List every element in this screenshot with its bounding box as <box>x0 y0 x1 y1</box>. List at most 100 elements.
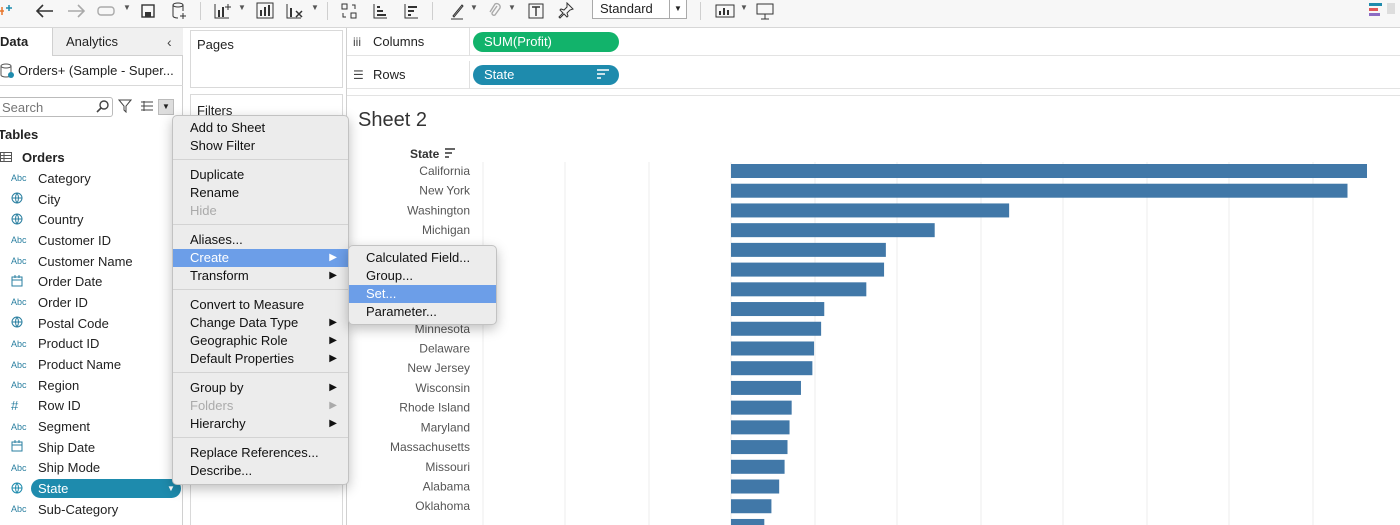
field-item-city[interactable]: City <box>0 189 183 210</box>
state-label[interactable]: Missouri <box>425 460 470 474</box>
clear-dropdown-icon[interactable]: ▼ <box>311 3 319 12</box>
back-arrow-icon[interactable] <box>35 0 55 22</box>
search-input[interactable] <box>0 97 113 117</box>
new-datasource-icon[interactable] <box>170 0 188 22</box>
show-cards-icon[interactable] <box>714 0 736 22</box>
menu-item-add-to-sheet[interactable]: Add to Sheet <box>173 119 348 137</box>
bar-mark[interactable] <box>731 282 867 297</box>
field-item-order-id[interactable]: Abc Order ID <box>0 292 183 313</box>
table-item-orders[interactable]: Orders <box>0 148 65 166</box>
list-view-icon[interactable] <box>140 100 154 112</box>
bar-mark[interactable] <box>731 400 792 415</box>
group-members-icon[interactable] <box>486 0 504 22</box>
state-label[interactable]: New Jersey <box>407 361 470 375</box>
menu-item-describe[interactable]: Describe... <box>173 462 348 480</box>
sort-icon[interactable] <box>445 148 455 158</box>
field-item-postal-code[interactable]: Postal Code <box>0 313 183 334</box>
field-item-order-date[interactable]: Order Date <box>0 271 183 292</box>
bar-mark[interactable] <box>731 420 790 435</box>
field-item-segment[interactable]: Abc Segment <box>0 416 183 437</box>
state-label[interactable]: Delaware <box>419 341 470 355</box>
submenu-item-parameter[interactable]: Parameter... <box>349 303 496 321</box>
sort-ascending-icon[interactable] <box>370 0 390 22</box>
save-icon[interactable] <box>140 0 156 22</box>
field-item-customer-id[interactable]: Abc Customer ID <box>0 230 183 251</box>
bar-mark[interactable] <box>731 499 772 514</box>
state-label[interactable]: Oklahoma <box>415 499 470 513</box>
bar-mark[interactable] <box>731 242 886 257</box>
menu-item-transform[interactable]: Transform ▶ <box>173 267 348 285</box>
state-label[interactable]: New York <box>419 184 471 198</box>
pin-icon[interactable] <box>557 0 575 22</box>
field-item-region[interactable]: Abc Region <box>0 375 183 396</box>
bar-mark[interactable] <box>731 302 825 317</box>
bar-mark[interactable] <box>731 203 1010 218</box>
menu-item-create[interactable]: Create ▶ <box>173 249 348 267</box>
menu-item-duplicate[interactable]: Duplicate <box>173 166 348 184</box>
highlight-pen-icon[interactable] <box>448 0 466 22</box>
submenu-item-group[interactable]: Group... <box>349 267 496 285</box>
bar-mark[interactable] <box>731 380 801 395</box>
menu-item-hierarchy[interactable]: Hierarchy ▶ <box>173 415 348 433</box>
field-dropdown-icon[interactable]: ▼ <box>167 484 175 494</box>
field-item-customer-name[interactable]: Abc Customer Name <box>0 251 183 272</box>
state-label[interactable]: Rhode Island <box>399 401 470 415</box>
selected-field-pill[interactable] <box>31 479 181 499</box>
field-item-product-name[interactable]: Abc Product Name <box>0 354 183 375</box>
field-item-country[interactable]: Country <box>0 209 183 230</box>
bar-mark[interactable] <box>731 164 1367 178</box>
bar-mark[interactable] <box>731 440 788 455</box>
bar-mark[interactable] <box>731 321 822 336</box>
state-label[interactable]: Maryland <box>421 420 470 434</box>
chevron-down-icon[interactable]: ▼ <box>669 0 686 18</box>
bar-mark[interactable] <box>731 361 813 376</box>
state-label[interactable]: Michigan <box>422 223 470 237</box>
field-item-row-id[interactable]: # Row ID <box>0 396 183 417</box>
menu-item-replace-references[interactable]: Replace References... <box>173 444 348 462</box>
sort-icon[interactable] <box>597 69 609 80</box>
state-label[interactable]: California <box>419 164 470 178</box>
pages-card[interactable]: Pages <box>190 30 343 88</box>
field-item-product-id[interactable]: Abc Product ID <box>0 334 183 355</box>
group-dropdown-icon[interactable]: ▼ <box>508 3 516 12</box>
datasource-item[interactable]: Orders+ (Sample - Super... <box>0 56 183 86</box>
menu-item-group-by[interactable]: Group by ▶ <box>173 379 348 397</box>
menu-item-show-filter[interactable]: Show Filter <box>173 137 348 155</box>
field-item-ship-date[interactable]: Ship Date <box>0 437 183 458</box>
show-cards-dropdown-icon[interactable]: ▼ <box>740 3 748 12</box>
menu-item-default-properties[interactable]: Default Properties ▶ <box>173 350 348 368</box>
field-item-sub-category[interactable]: Abc Sub-Category <box>0 499 183 520</box>
menu-item-geographic-role[interactable]: Geographic Role ▶ <box>173 332 348 350</box>
tab-data[interactable]: Data <box>0 28 53 56</box>
menu-item-change-data-type[interactable]: Change Data Type ▶ <box>173 314 348 332</box>
bar-mark[interactable] <box>731 341 815 356</box>
search-icon[interactable] <box>96 99 110 113</box>
state-label[interactable]: Minnesota <box>415 322 471 336</box>
tab-analytics[interactable]: Analytics <box>53 28 183 56</box>
tableau-logo-icon[interactable] <box>0 0 12 22</box>
forward-arrow-icon[interactable] <box>66 0 86 22</box>
bar-mark[interactable] <box>731 459 785 474</box>
bar-mark[interactable] <box>731 223 935 238</box>
show-me-button[interactable] <box>1368 0 1400 22</box>
submenu-item-calculated-field[interactable]: Calculated Field... <box>349 249 496 267</box>
bar-mark[interactable] <box>731 262 885 277</box>
duplicate-sheet-icon[interactable] <box>254 0 276 22</box>
state-label[interactable]: Alabama <box>423 480 471 494</box>
field-item-category[interactable]: Abc Category <box>0 168 183 189</box>
bar-mark[interactable] <box>731 518 765 525</box>
state-rows-pill[interactable]: State <box>473 65 619 85</box>
highlight-dropdown-icon[interactable]: ▼ <box>470 3 478 12</box>
bar-mark[interactable] <box>731 183 1348 198</box>
fit-select[interactable]: Standard ▼ <box>592 0 687 19</box>
view-dropdown-icon[interactable]: ▼ <box>158 99 174 115</box>
new-worksheet-icon[interactable] <box>212 0 234 22</box>
menu-item-rename[interactable]: Rename <box>173 184 348 202</box>
presentation-mode-icon[interactable] <box>755 0 775 22</box>
field-item-ship-mode[interactable]: Abc Ship Mode <box>0 458 183 479</box>
redo-dropdown-icon[interactable]: ▼ <box>123 3 131 12</box>
collapse-pane-icon[interactable]: ‹ <box>167 34 172 50</box>
state-label[interactable]: Wisconsin <box>415 381 470 395</box>
new-worksheet-dropdown-icon[interactable]: ▼ <box>238 3 246 12</box>
filter-icon[interactable] <box>118 99 132 113</box>
